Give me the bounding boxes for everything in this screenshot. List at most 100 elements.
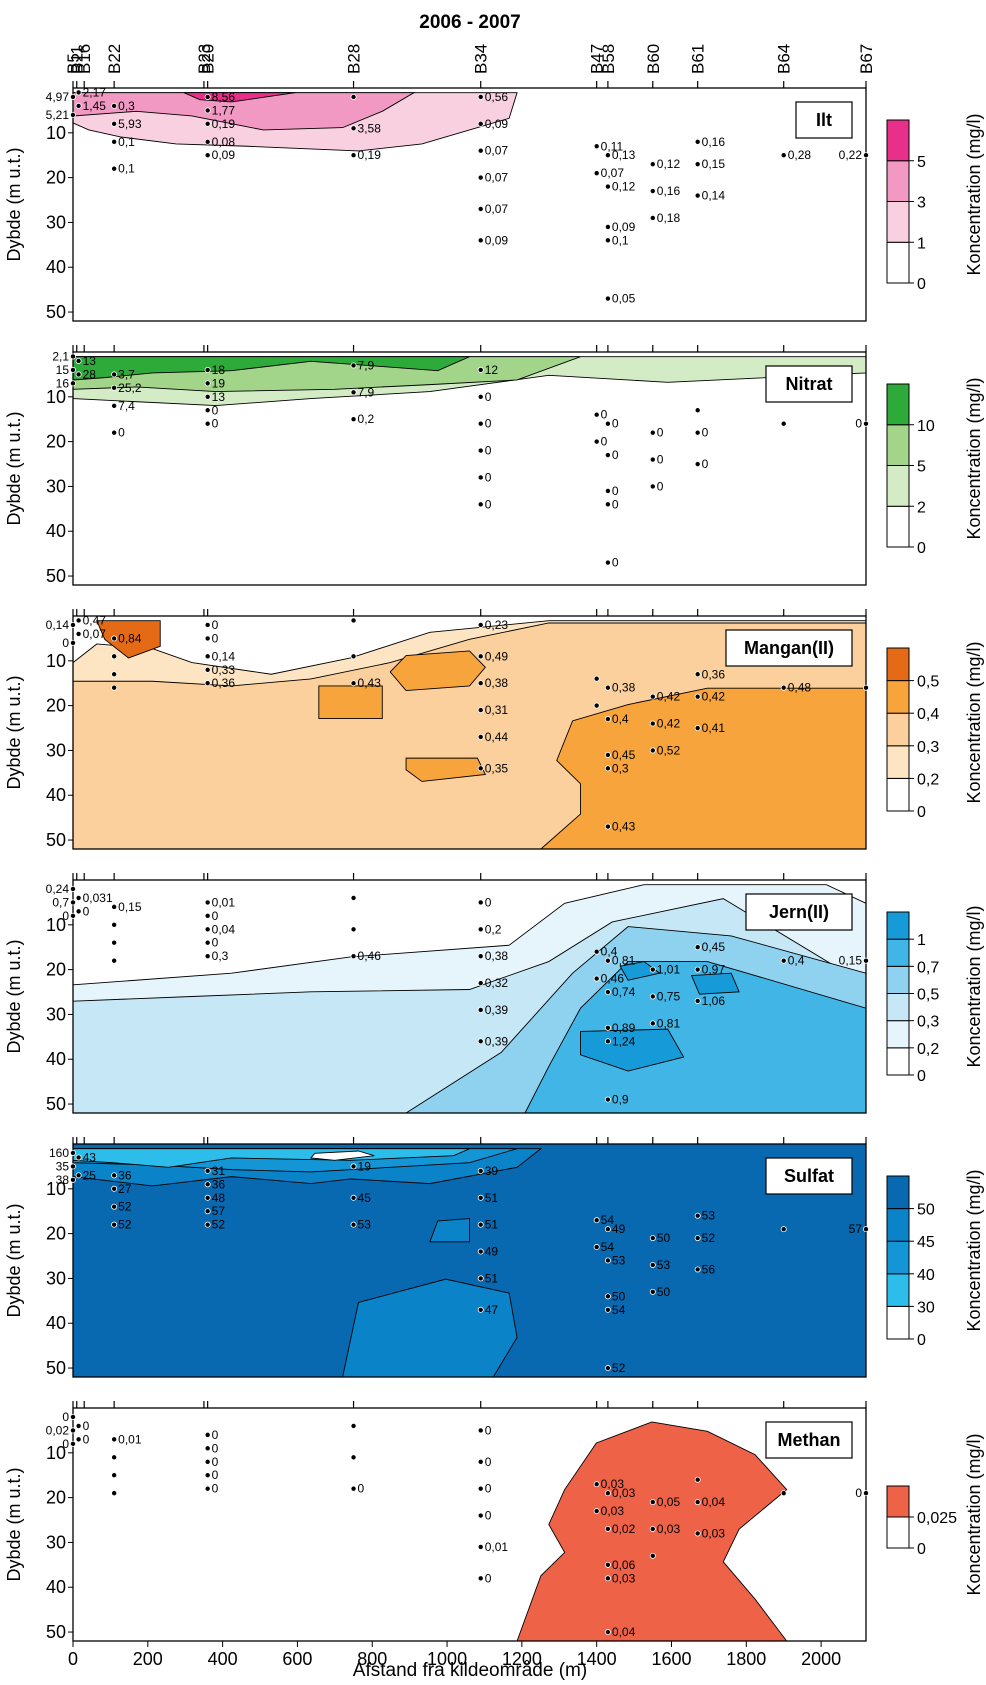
- data-label: 51: [485, 1218, 499, 1232]
- data-label: 0: [485, 895, 492, 909]
- data-label: 7,4: [118, 399, 135, 413]
- data-label: 0,47: [83, 613, 107, 627]
- data-point: [204, 1431, 211, 1438]
- data-point: [780, 957, 787, 964]
- data-point: [604, 237, 611, 244]
- data-label: 0,07: [485, 171, 509, 185]
- data-point: [111, 384, 118, 391]
- data-label: 0,24: [46, 882, 70, 896]
- data-point: [694, 407, 701, 414]
- legend-swatch: [886, 647, 910, 682]
- data-point: [75, 102, 82, 109]
- data-point: [477, 953, 484, 960]
- data-label: 0: [62, 636, 69, 650]
- data-point: [75, 357, 82, 364]
- legend-swatch: [886, 465, 910, 507]
- data-label: 0: [612, 417, 619, 431]
- data-point: [350, 152, 357, 159]
- data-label: 0: [601, 435, 608, 449]
- data-label: 0,22: [839, 148, 863, 162]
- data-point: [604, 420, 611, 427]
- data-label: 0,05: [657, 1495, 681, 1509]
- data-point: [604, 716, 611, 723]
- data-point: [604, 487, 611, 494]
- legend: 0 1 3 5 Koncentration (mg/l): [886, 113, 984, 293]
- data-label: 0,031: [83, 891, 113, 905]
- data-point: [604, 684, 611, 691]
- data-point: [70, 93, 77, 100]
- data-label: 0: [485, 1571, 492, 1585]
- data-point: [694, 1499, 701, 1506]
- contour-zone: [619, 961, 661, 981]
- data-point: [694, 671, 701, 678]
- data-label: 16: [56, 376, 70, 390]
- y-tick-label: 20: [46, 1488, 66, 1508]
- data-point: [780, 1226, 787, 1233]
- data-point: [477, 147, 484, 154]
- data-label: 0,49: [485, 649, 509, 663]
- data-label: 0: [212, 909, 219, 923]
- data-label: 0,19: [358, 148, 382, 162]
- well-label-b47: B47: [588, 44, 607, 74]
- data-label: 0,1: [612, 233, 629, 247]
- data-point: [604, 1293, 611, 1300]
- data-point: [694, 192, 701, 199]
- y-axis-label: Dybde (m u.t.): [4, 147, 24, 261]
- legend: 0 0,2 0,3 0,4 0,5 Koncentration (mg/l): [886, 641, 984, 821]
- data-point: [111, 1172, 118, 1179]
- data-label: 160: [49, 1146, 69, 1160]
- data-label: 0,01: [212, 895, 236, 909]
- data-point: [111, 1221, 118, 1228]
- data-label: 52: [212, 1218, 226, 1232]
- legend: 0 2 5 10 Koncentration (mg/l): [886, 377, 984, 557]
- data-label: 1,45: [83, 99, 107, 113]
- panel-title: Nitrat: [785, 374, 832, 394]
- data-point: [863, 1490, 870, 1497]
- data-label: 3,58: [358, 121, 382, 135]
- data-label: 0,03: [702, 1526, 726, 1540]
- data-point: [477, 733, 484, 740]
- x-tick-label: 1600: [651, 1649, 691, 1669]
- data-point: [780, 420, 787, 427]
- well-label-b22: B22: [105, 44, 124, 74]
- data-point: [70, 621, 77, 628]
- data-point: [694, 1266, 701, 1273]
- data-point: [70, 899, 77, 906]
- data-label: 0: [212, 1455, 219, 1469]
- data-point: [649, 1525, 656, 1532]
- data-point: [649, 1288, 656, 1295]
- data-label: 7,9: [358, 358, 375, 372]
- data-label: 51: [485, 1191, 499, 1205]
- data-point: [649, 993, 656, 1000]
- data-point: [204, 926, 211, 933]
- data-point: [477, 899, 484, 906]
- data-points: 4,975,212,171,45 0,35,930,10,18,561,770,1…: [46, 85, 870, 306]
- legend-level: 0,3: [917, 1014, 939, 1031]
- data-label: 36: [118, 1168, 132, 1182]
- legend-level: 3: [917, 195, 926, 212]
- data-label: 0: [62, 1437, 69, 1451]
- data-point: [111, 684, 118, 691]
- y-tick-label: 40: [46, 257, 66, 277]
- y-tick-label: 30: [46, 740, 66, 760]
- data-label: 0,4: [788, 954, 805, 968]
- legend-level: 30: [917, 1299, 935, 1316]
- data-point: [75, 1154, 82, 1161]
- legend-swatch: [886, 1240, 910, 1275]
- contour-zone: [72, 356, 470, 381]
- legend-axis-label: Koncentration (mg/l): [964, 1433, 984, 1595]
- panel-title: Ilt: [816, 110, 832, 130]
- data-point: [780, 684, 787, 691]
- data-point: [111, 165, 118, 172]
- data-point: [649, 429, 656, 436]
- legend-swatch: [886, 911, 910, 940]
- data-point: [70, 1440, 77, 1447]
- legend-swatch: [886, 680, 910, 714]
- data-point: [477, 420, 484, 427]
- data-point: [604, 1226, 611, 1233]
- data-label: 0,14: [46, 618, 70, 632]
- data-point: [780, 1490, 787, 1497]
